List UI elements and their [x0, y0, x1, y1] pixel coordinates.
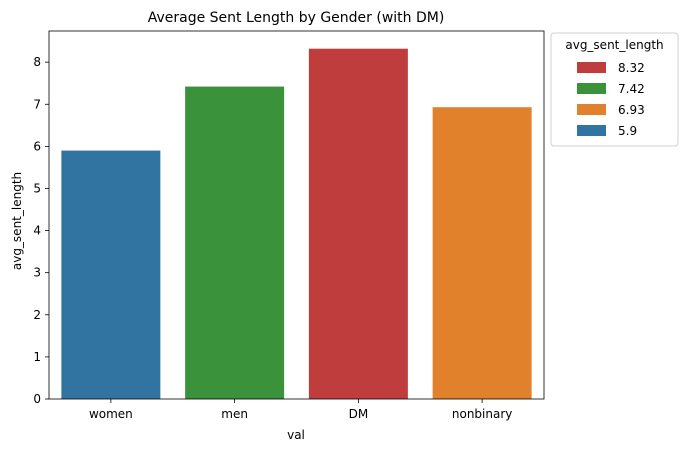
- legend-label: 7.42: [618, 82, 645, 96]
- legend-swatch: [577, 104, 606, 115]
- legend-label: 5.9: [618, 124, 637, 138]
- legend-title: avg_sent_length: [565, 38, 663, 52]
- y-tick-label: 5: [33, 181, 41, 195]
- bar-DM: [308, 48, 408, 400]
- y-tick-label: 8: [33, 55, 41, 69]
- x-tick-label: DM: [349, 407, 369, 421]
- legend-label: 8.32: [618, 61, 645, 75]
- y-axis: 0 1 2 3 4 5 6 7 8: [33, 55, 49, 406]
- legend-swatch: [577, 62, 606, 73]
- chart-title: Average Sent Length by Gender (with DM): [148, 10, 445, 26]
- bar-nonbinary: [432, 107, 532, 400]
- y-tick-label: 6: [33, 139, 41, 153]
- legend: avg_sent_length 8.32 7.42 6.93 5.9: [550, 32, 679, 147]
- y-tick-label: 3: [33, 266, 41, 280]
- y-tick-label: 4: [33, 224, 41, 238]
- bar-women: [61, 150, 161, 399]
- legend-box: [550, 32, 679, 147]
- x-axis-label: val: [287, 428, 305, 442]
- y-tick-label: 2: [33, 308, 41, 322]
- y-axis-label: avg_sent_length: [10, 172, 24, 270]
- y-tick-label: 0: [33, 392, 41, 406]
- bar-men: [185, 86, 285, 399]
- legend-swatch: [577, 125, 606, 136]
- x-tick-label: men: [221, 407, 248, 421]
- y-tick-label: 1: [33, 350, 41, 364]
- legend-label: 6.93: [618, 103, 645, 117]
- plot-frame: [48, 30, 545, 400]
- x-tick-label: women: [89, 407, 133, 421]
- bars-group: [61, 48, 532, 400]
- x-tick-label: nonbinary: [452, 407, 513, 421]
- x-axis: women men DM nonbinary: [89, 399, 512, 421]
- legend-swatch: [577, 83, 606, 94]
- y-tick-label: 7: [33, 97, 41, 111]
